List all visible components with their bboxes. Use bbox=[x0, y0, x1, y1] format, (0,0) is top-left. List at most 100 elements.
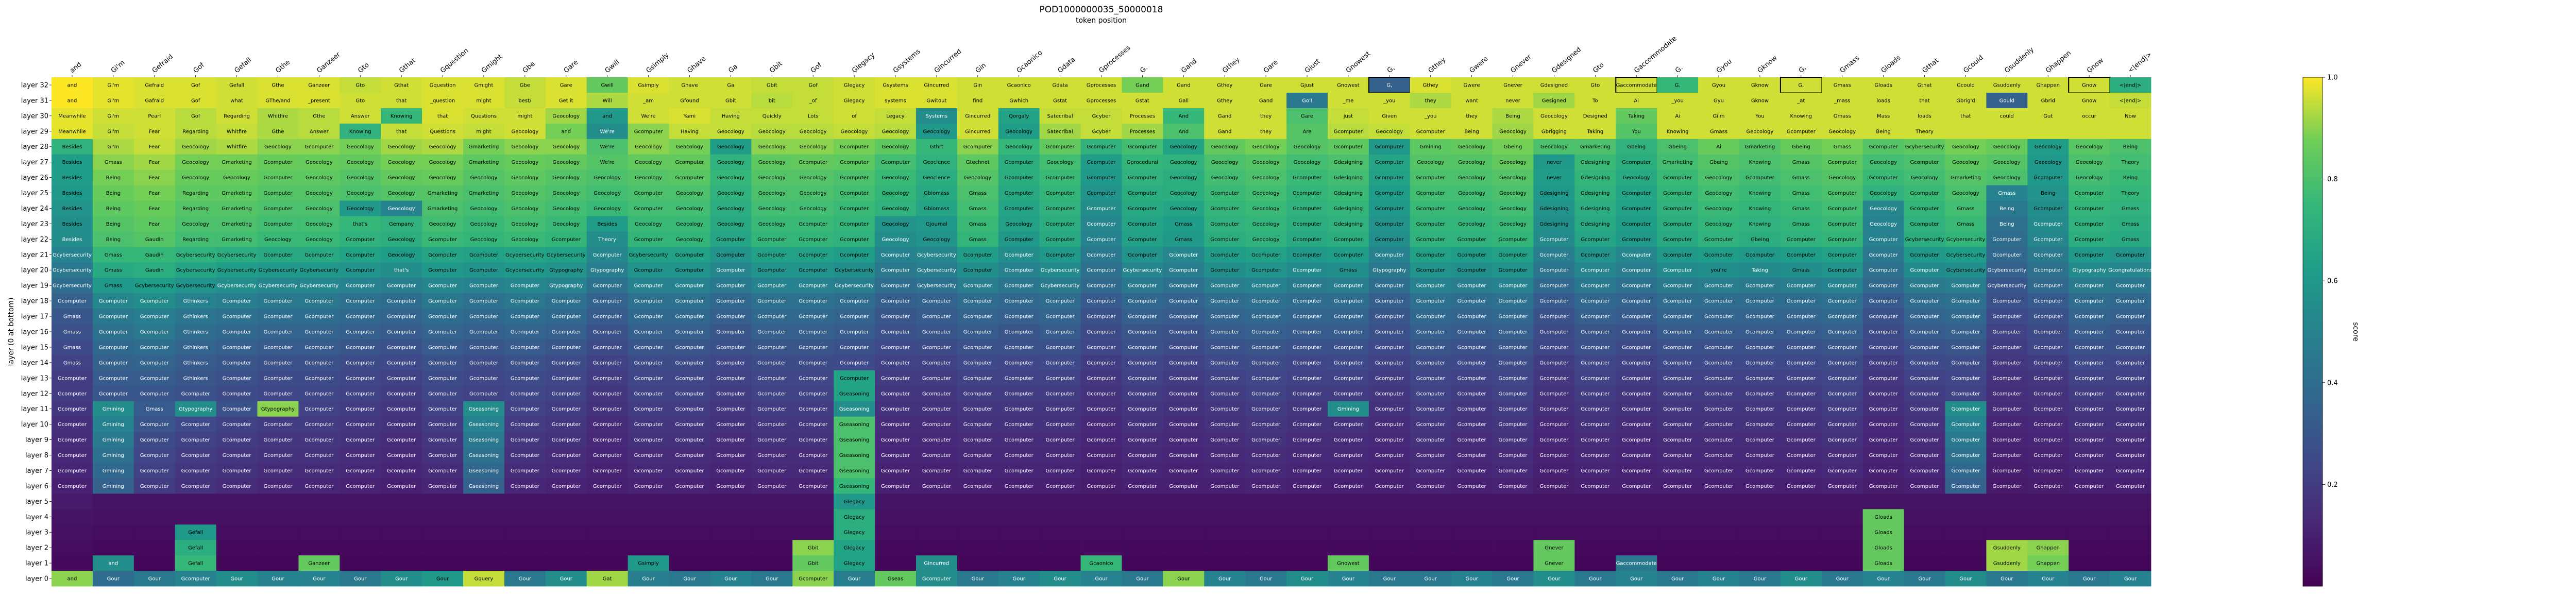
cell-label: Geocology bbox=[1170, 144, 1197, 150]
heatmap-cell bbox=[586, 216, 629, 232]
cell-label: Gseasoning bbox=[839, 453, 869, 458]
heatmap-cell bbox=[1451, 216, 1493, 232]
heatmap-cell bbox=[2110, 231, 2151, 247]
heatmap-cell bbox=[1286, 401, 1328, 417]
heatmap-cell bbox=[586, 92, 629, 109]
cell-label: Gmass bbox=[63, 314, 81, 320]
heatmap-cell bbox=[916, 354, 958, 371]
cell-label: Gcomputer bbox=[963, 252, 993, 258]
heatmap-cell bbox=[298, 247, 340, 263]
heatmap-cell bbox=[257, 200, 299, 216]
heatmap-cell bbox=[998, 478, 1040, 494]
heatmap-cell bbox=[504, 401, 546, 417]
heatmap-cell bbox=[1122, 416, 1163, 433]
heatmap-cell bbox=[298, 324, 340, 340]
cell-label: Gour bbox=[1054, 576, 1066, 582]
cell-label: Gcomputer bbox=[1787, 437, 1816, 443]
cell-label: Gdesigning bbox=[1581, 160, 1609, 165]
heatmap-cell bbox=[628, 231, 669, 247]
cell-label: Gcomputer bbox=[1992, 360, 2022, 366]
heatmap-cell bbox=[875, 401, 917, 417]
heatmap-cell bbox=[1410, 216, 1452, 232]
cell-label: Gmass bbox=[1792, 175, 1810, 181]
heatmap-cell bbox=[2069, 370, 2110, 386]
heatmap-cell bbox=[1739, 370, 1781, 386]
heatmap-cell bbox=[1122, 216, 1163, 232]
heatmap-cell bbox=[422, 92, 464, 109]
cell-label: Gcomputer bbox=[1005, 252, 1034, 258]
heatmap-cell bbox=[710, 309, 752, 325]
cell-label: Gcomputer bbox=[1787, 406, 1816, 412]
heatmap-cell bbox=[1245, 309, 1287, 325]
heatmap-cell bbox=[1657, 540, 1699, 556]
heatmap-cell bbox=[1122, 169, 1163, 185]
cell-label: Gcomputer bbox=[675, 330, 704, 335]
cell-label: Gcomputer bbox=[1581, 268, 1610, 274]
cell-label: Being bbox=[1999, 206, 2014, 212]
cell-label: Gcomputer bbox=[1828, 252, 1857, 258]
cell-label: Gcomputer bbox=[757, 345, 787, 350]
cell-label: Gnever bbox=[1545, 561, 1564, 567]
cell-label: Gmass bbox=[1792, 222, 1810, 227]
heatmap-cell bbox=[1616, 200, 1657, 216]
cell-label: Legacy bbox=[886, 113, 905, 119]
heatmap-cell bbox=[92, 92, 134, 109]
heatmap-cell bbox=[875, 370, 917, 386]
heatmap-cell bbox=[92, 339, 134, 355]
heatmap-cell bbox=[545, 478, 587, 494]
cell-label: Gcomputer bbox=[1128, 252, 1157, 258]
heatmap-cell bbox=[92, 309, 134, 325]
row-layer-label: layer 3 bbox=[25, 529, 48, 537]
heatmap-cell bbox=[628, 123, 669, 140]
heatmap-cell bbox=[133, 169, 176, 185]
heatmap-cell bbox=[2027, 92, 2069, 109]
cell-label: Gcomputer bbox=[1375, 391, 1404, 397]
cell-label: Gcomputer bbox=[1910, 252, 1940, 258]
cell-label: Gmarketing bbox=[1951, 175, 1981, 181]
heatmap-cell bbox=[133, 324, 176, 340]
cell-label: Gcomputer bbox=[1334, 422, 1363, 428]
row-layer-label: layer 14 bbox=[21, 359, 48, 367]
heatmap-cell bbox=[1286, 324, 1328, 340]
heatmap-cell bbox=[1657, 247, 1699, 263]
heatmap-cell bbox=[628, 571, 669, 587]
cell-label: Gcomputer bbox=[922, 345, 952, 350]
cell-label: might bbox=[476, 129, 491, 134]
heatmap-cell bbox=[52, 540, 93, 556]
cell-label: _of bbox=[809, 98, 817, 104]
cell-label: Gknow bbox=[1751, 98, 1769, 104]
heatmap-cell bbox=[875, 509, 917, 525]
cell-label: Gcomputer bbox=[1046, 453, 1075, 458]
heatmap-cell bbox=[1122, 77, 1163, 93]
heatmap-cell bbox=[1862, 447, 1904, 463]
heatmap-cell bbox=[1368, 309, 1411, 325]
cell-label: Gcomputer bbox=[181, 422, 211, 428]
cell-label: loads bbox=[1918, 113, 1931, 119]
heatmap-cell bbox=[1163, 571, 1205, 587]
heatmap-cell bbox=[1945, 354, 1987, 371]
heatmap-cell bbox=[1492, 154, 1534, 171]
heatmap-cell bbox=[340, 77, 381, 93]
heatmap-cell bbox=[669, 309, 710, 325]
heatmap-cell bbox=[340, 108, 381, 124]
heatmap-cell bbox=[1533, 216, 1575, 232]
cell-label: Geocology bbox=[1705, 222, 1733, 227]
cell-label: Gcomputer bbox=[263, 345, 293, 350]
heatmap-cell bbox=[998, 200, 1040, 216]
cell-label: Gcomputer bbox=[263, 206, 293, 212]
cell-label: Gcomputer bbox=[2075, 314, 2104, 320]
heatmap-cell bbox=[1862, 309, 1904, 325]
cell-label: Gcomputer bbox=[757, 314, 787, 320]
heatmap-cell bbox=[504, 293, 546, 309]
cell-label: Geocology bbox=[1870, 160, 1897, 165]
heatmap-cell bbox=[340, 185, 381, 201]
heatmap-cell bbox=[504, 185, 546, 201]
heatmap-cell bbox=[1780, 447, 1822, 463]
heatmap-cell bbox=[751, 509, 793, 525]
cell-label: Gsuddenly bbox=[1993, 546, 2021, 551]
cell-label: Gour bbox=[313, 576, 326, 582]
cell-label: Geocology bbox=[1005, 144, 1032, 150]
cell-label: Gcomputer bbox=[1334, 129, 1363, 134]
heatmap-cell bbox=[586, 478, 629, 494]
heatmap-cell bbox=[1533, 478, 1575, 494]
